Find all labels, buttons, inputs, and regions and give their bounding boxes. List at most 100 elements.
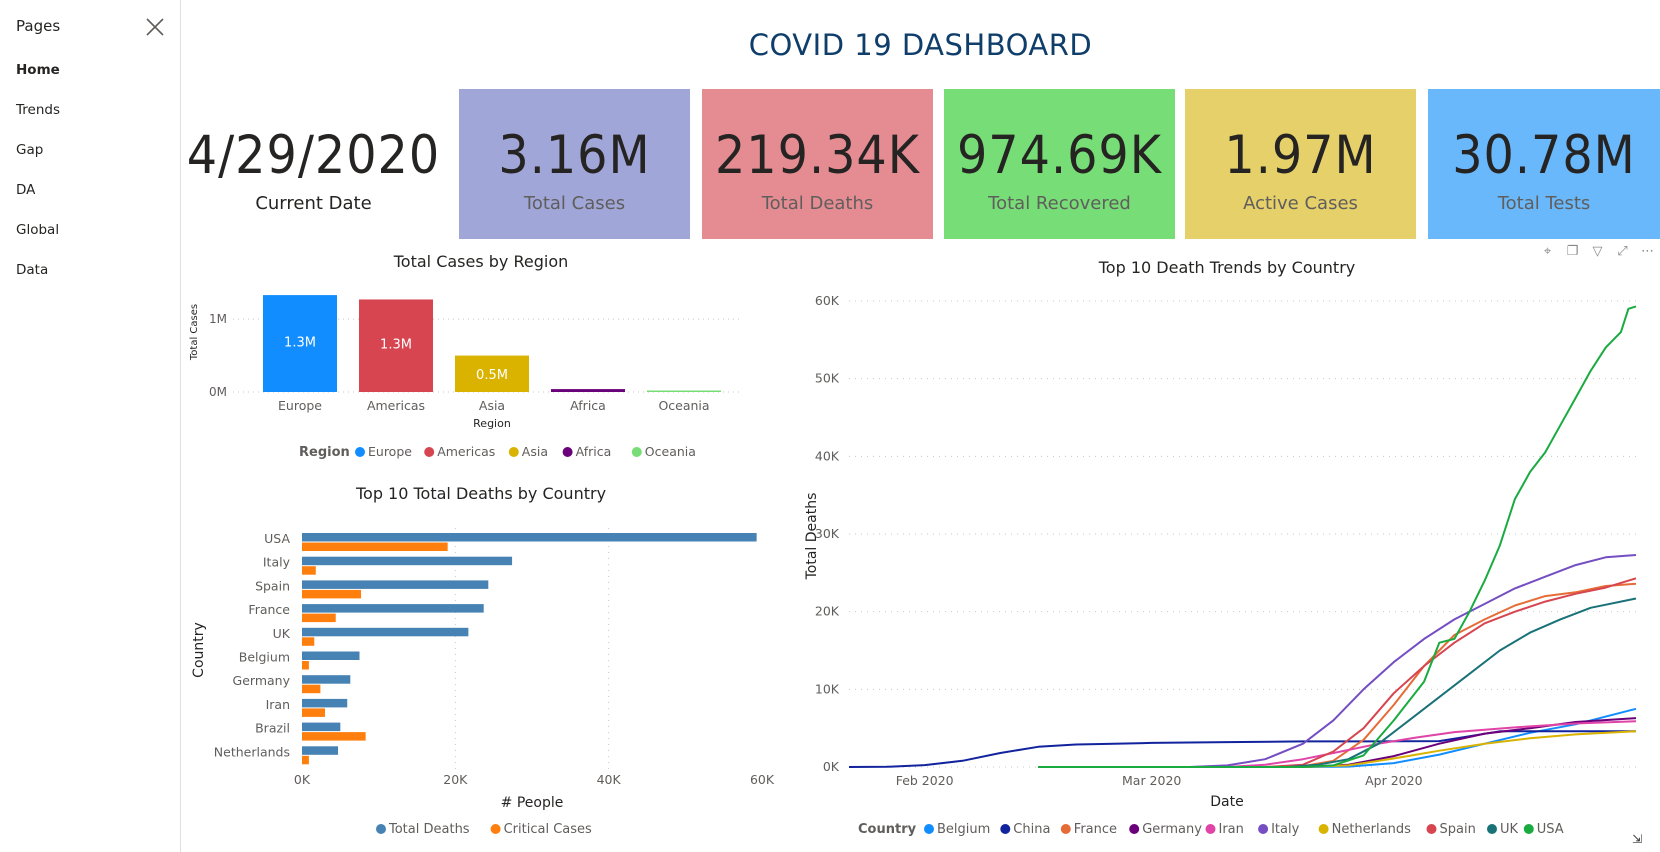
- y-tick-label: Italy: [263, 555, 291, 570]
- bar-europe: [263, 295, 337, 392]
- bar-oceania: [647, 390, 721, 392]
- y-tick-label: USA: [264, 531, 290, 546]
- y-axis-title: Country: [191, 622, 207, 678]
- x-tick-label: 0K: [294, 772, 311, 787]
- y-tick-label: 0K: [823, 759, 840, 774]
- bar-brazil-critical: [302, 732, 366, 741]
- y-tick-label: 1M: [209, 312, 227, 326]
- bar-usa-deaths: [302, 533, 757, 542]
- x-tick-label: 40K: [597, 772, 622, 787]
- legend-marker: [1318, 824, 1329, 834]
- legend-item: Total Deaths: [388, 822, 470, 837]
- page-item-global[interactable]: Global: [16, 222, 60, 238]
- card-label: Active Cases: [1243, 193, 1358, 214]
- x-tick-label: 20K: [443, 772, 468, 787]
- bar-italy-deaths: [302, 556, 513, 566]
- bar-americas: [359, 299, 433, 392]
- y-tick-label: 60K: [815, 293, 840, 308]
- bar-france-critical: [302, 613, 336, 623]
- legend-marker: [1000, 824, 1011, 834]
- legend-item: Asia: [522, 444, 548, 459]
- line-uk: [1038, 597, 1637, 768]
- x-tick-label: Americas: [367, 398, 425, 413]
- legend-item: Belgium: [937, 822, 990, 837]
- page-item-data[interactable]: Data: [16, 262, 49, 278]
- bar-uk-deaths: [302, 627, 469, 637]
- y-tick-label: Belgium: [239, 650, 290, 665]
- page-item-gap[interactable]: Gap: [16, 142, 44, 158]
- legend-item: Africa: [576, 444, 612, 459]
- x-tick-label: Mar 2020: [1122, 773, 1181, 788]
- legend-item: USA: [1537, 822, 1564, 837]
- legend-item: Americas: [437, 444, 495, 459]
- legend-marker: [355, 447, 365, 457]
- y-tick-label: 40K: [815, 448, 840, 463]
- legend-item: Netherlands: [1332, 822, 1411, 837]
- current-date-card[interactable]: 4/29/2020 Current Date: [181, 89, 446, 239]
- bar-italy-critical: [302, 566, 316, 575]
- y-tick-label: Brazil: [255, 721, 290, 736]
- y-axis-title: Total Cases: [189, 304, 200, 361]
- total-tests-card[interactable]: 30.78M Total Tests: [1428, 89, 1660, 239]
- legend-marker: [562, 447, 573, 457]
- y-tick-label: 0M: [209, 385, 227, 399]
- legend-item: France: [1074, 822, 1117, 837]
- total-recovered-card[interactable]: 974.69K Total Recovered: [944, 89, 1175, 239]
- card-label: Total Tests: [1497, 193, 1591, 214]
- x-tick-label: Apr 2020: [1365, 773, 1422, 788]
- copy-icon[interactable]: ❐: [1566, 244, 1579, 259]
- close-icon[interactable]: [144, 16, 166, 38]
- y-tick-label: 10K: [815, 681, 840, 696]
- y-tick-label: 20K: [815, 604, 840, 619]
- card-label: Total Deaths: [761, 193, 874, 214]
- card-value: 4/29/2020: [186, 125, 441, 186]
- legend-marker: [1426, 824, 1437, 834]
- legend-title: Country: [858, 822, 917, 837]
- page-item-da[interactable]: DA: [16, 182, 36, 198]
- total-deaths-card[interactable]: 219.34K Total Deaths: [702, 89, 933, 239]
- bar-germany-deaths: [302, 675, 351, 684]
- deaths-by-country-chart: Top 10 Total Deaths by Country 0K 20K 40K 60…: [191, 484, 775, 837]
- legend-item: Iran: [1219, 822, 1244, 837]
- filter-icon[interactable]: ▽: [1592, 244, 1603, 259]
- focus-mode-icon[interactable]: ⤢: [1617, 244, 1628, 259]
- more-options-icon[interactable]: ⋯: [1641, 244, 1654, 259]
- page-item-trends[interactable]: Trends: [16, 102, 60, 118]
- legend-marker: [1487, 824, 1497, 834]
- bar-spain-critical: [302, 589, 362, 599]
- y-tick-label: France: [248, 602, 290, 617]
- chart-title: Top 10 Death Trends by Country: [1098, 258, 1355, 277]
- line-france: [1038, 582, 1637, 768]
- pin-icon[interactable]: ⌖: [1543, 244, 1552, 259]
- legend-item: Europe: [368, 444, 412, 459]
- bar-africa: [551, 389, 625, 392]
- card-label: Total Cases: [523, 193, 626, 214]
- active-cases-card[interactable]: 1.97M Active Cases: [1185, 89, 1416, 239]
- x-tick-label: 60K: [750, 772, 775, 787]
- report-canvas: COVID 19 DASHBOARD 4/29/2020 Current Dat…: [181, 0, 1660, 852]
- bar-netherlands-deaths: [302, 746, 339, 755]
- legend-item: Critical Cases: [504, 822, 592, 837]
- x-axis-title: # People: [501, 795, 564, 811]
- bar-germany-critical: [302, 684, 321, 694]
- legend-marker: [424, 447, 435, 457]
- line-spain: [1038, 577, 1637, 768]
- legend-item: UK: [1500, 822, 1519, 837]
- chart-title: Total Cases by Region: [393, 252, 569, 271]
- legend-marker: [1129, 824, 1140, 834]
- total-cases-card[interactable]: 3.16M Total Cases: [459, 89, 690, 239]
- y-axis-title: Total Deaths: [804, 493, 820, 581]
- legend-item: Spain: [1440, 822, 1476, 837]
- legend-marker: [490, 824, 501, 834]
- legend-marker: [1060, 824, 1071, 834]
- legend-item: China: [1013, 822, 1050, 837]
- legend-marker: [631, 447, 642, 457]
- bar-iran-critical: [302, 708, 325, 717]
- x-tick-label: Oceania: [658, 398, 709, 413]
- pages-pane: Pages Home Trends Gap DA Global Data: [0, 0, 181, 852]
- bar-brazil-deaths: [302, 722, 341, 732]
- legend-marker: [508, 447, 519, 457]
- legend-item: Oceania: [645, 444, 696, 459]
- page-item-home[interactable]: Home: [16, 62, 60, 78]
- card-label: Total Recovered: [988, 193, 1131, 214]
